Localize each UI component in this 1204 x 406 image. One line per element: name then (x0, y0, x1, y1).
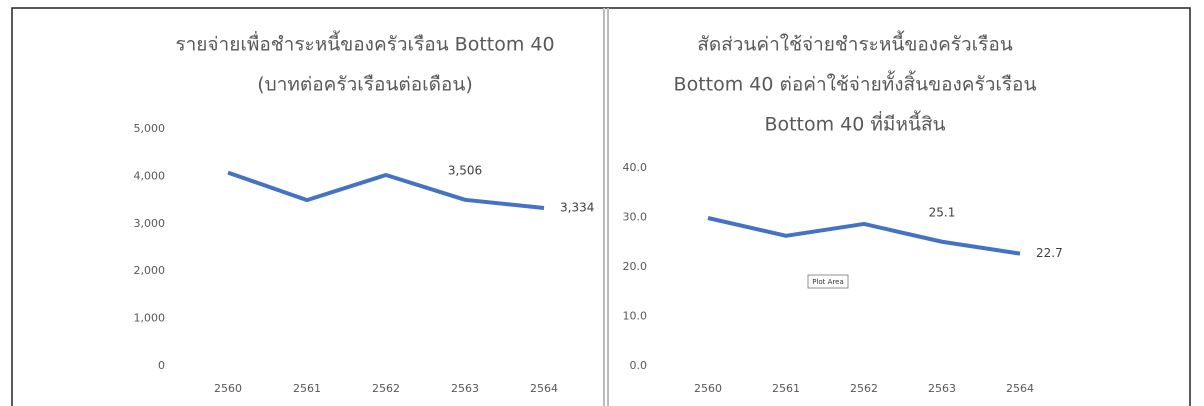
chart-title: Bottom 40 ที่มีหนี้สิน (764, 111, 945, 136)
x-tick-label: 2564 (530, 382, 558, 395)
chart-title: สัดส่วนค่าใช้จ่ายชำระหนี้ของครัวเรือน (697, 31, 1013, 56)
y-tick-label: 40.0 (623, 161, 648, 174)
x-tick-label: 2563 (928, 382, 956, 395)
line (227, 170, 545, 210)
line (707, 216, 1021, 256)
tooltip (807, 274, 849, 289)
frame (11, 7, 1191, 406)
chart-title: Bottom 40 ต่อค่าใช้จ่ายทั้งสิ้นของครัวเร… (674, 71, 1037, 96)
data-label: 22.7 (1036, 246, 1063, 260)
chart-title: รายจ่ายเพื่อชำระหนี้ของครัวเรือน Bottom … (175, 31, 554, 56)
y-tick-label: 30.0 (623, 211, 648, 224)
y-tick-label: 5,000 (134, 122, 166, 135)
x-tick-label: 2561 (772, 382, 800, 395)
data-label: 25.1 (929, 205, 956, 219)
x-tick-label: 2562 (850, 382, 878, 395)
x-tick-label: 2564 (1006, 382, 1034, 395)
y-tick-label: 2,000 (134, 264, 166, 277)
tooltip-text: Plot Area (812, 278, 844, 286)
y-tick-label: 20.0 (623, 260, 648, 273)
y-tick-label: 0 (158, 359, 165, 372)
x-tick-label: 2560 (214, 382, 242, 395)
y-tick-label: 3,000 (134, 217, 166, 230)
data-label: 3,506 (448, 163, 482, 177)
chart-title: (บาทต่อครัวเรือนต่อเดือน) (257, 74, 473, 96)
y-tick-label: 10.0 (623, 310, 648, 323)
x-tick-label: 2562 (372, 382, 400, 395)
y-tick-label: 1,000 (134, 312, 166, 325)
y-tick-label: 4,000 (134, 169, 166, 182)
y-tick-label: 0.0 (630, 359, 648, 372)
x-tick-label: 2561 (293, 382, 321, 395)
x-tick-label: 2563 (451, 382, 479, 395)
x-tick-label: 2560 (694, 382, 722, 395)
data-label: 3,334 (560, 200, 594, 214)
